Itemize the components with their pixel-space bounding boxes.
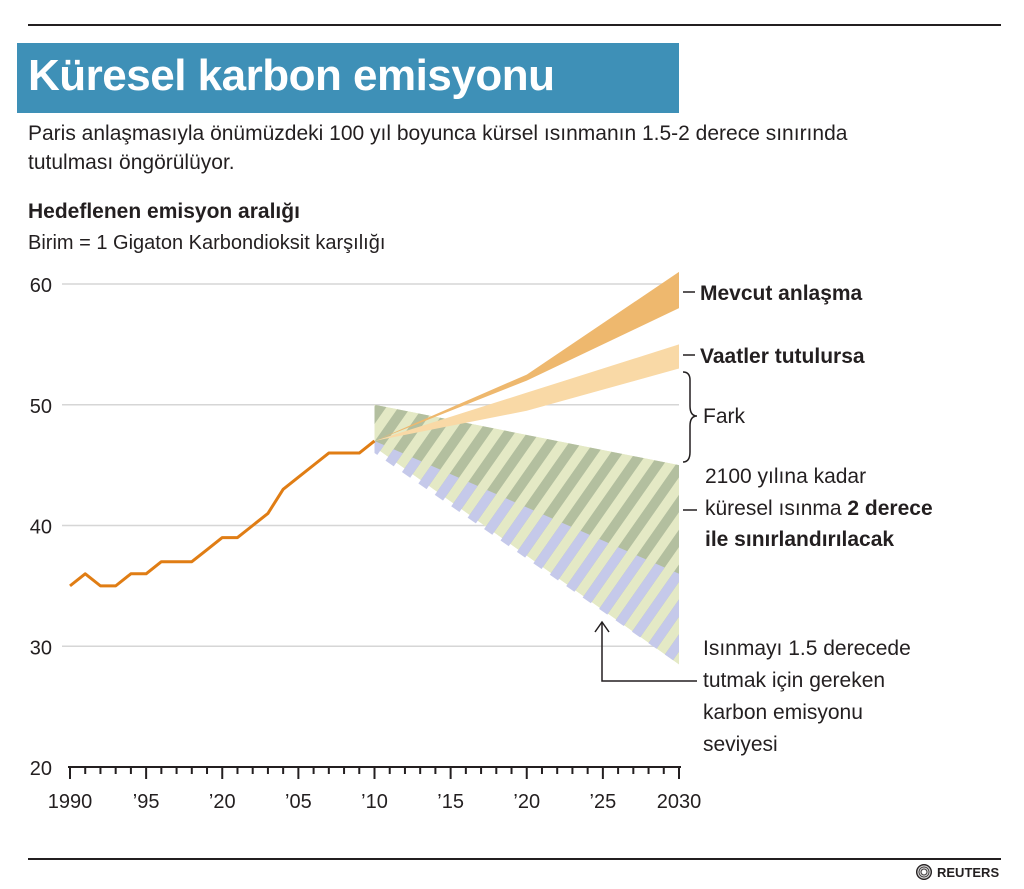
source-credit: REUTERS <box>916 864 999 880</box>
x-tick-label-1995: ’95 <box>133 791 160 813</box>
one-five-arrow-icon <box>594 620 610 633</box>
band-1-5-degree <box>374 440 679 665</box>
x-tick-label-2030: 2030 <box>657 791 702 813</box>
band-pledges-kept <box>374 344 679 441</box>
page-title: Küresel karbon emisyonu <box>28 51 555 100</box>
chart-title: Hedeflenen emisyon aralığı <box>28 200 300 223</box>
two-degree-label-emphasis: 2 derece <box>847 497 932 520</box>
x-tick-label-1990: 1990 <box>48 791 93 813</box>
one-five-label-line1: Isınmayı 1.5 derecede <box>703 637 911 660</box>
source-label: REUTERS <box>937 864 1000 880</box>
x-tick-label-2010: ’10 <box>361 791 388 813</box>
x-tick-label-2000: ’20 <box>209 791 236 813</box>
x-tick-label-2005: ’05 <box>285 791 312 813</box>
two-degree-label-line2: küresel ısınma 2 derece <box>705 497 933 520</box>
x-tick-label-2020: ’20 <box>513 791 540 813</box>
title-banner <box>17 43 679 113</box>
chart-unit-label: Birim = 1 Gigaton Karbondioksit karşılığ… <box>28 232 386 254</box>
one-five-label-line4: seviyesi <box>703 733 778 756</box>
bottom-rule <box>28 858 1001 860</box>
y-tick-label-60: 60 <box>30 275 52 297</box>
gap-bracket <box>682 371 698 463</box>
top-rule <box>28 24 1001 26</box>
x-tick-label-2015: ’15 <box>437 791 464 813</box>
y-tick-label-40: 40 <box>30 517 52 539</box>
historical-emissions-line <box>69 439 376 588</box>
gap-label: Fark <box>703 405 746 428</box>
reuters-logo-icon <box>916 864 932 880</box>
x-tick-label-2025: ’25 <box>590 791 617 813</box>
pledges-label: Vaatler tutulursa <box>700 345 865 368</box>
y-tick-label-30: 30 <box>30 637 52 659</box>
one-five-leader <box>601 623 697 682</box>
one-five-label-line3: karbon emisyonu <box>703 701 863 724</box>
page-subtitle: Paris anlaşmasıyla önümüzdeki 100 yıl bo… <box>28 122 848 174</box>
current-deal-label: Mevcut anlaşma <box>700 282 863 305</box>
two-degree-label-line3: ile sınırlandırılacak <box>705 528 894 551</box>
y-tick-label-20: 20 <box>30 758 52 780</box>
y-tick-label-50: 50 <box>30 396 52 418</box>
two-degree-label-line1: 2100 yılına kadar <box>705 465 866 488</box>
one-five-label-line2: tutmak için gereken <box>703 669 885 692</box>
